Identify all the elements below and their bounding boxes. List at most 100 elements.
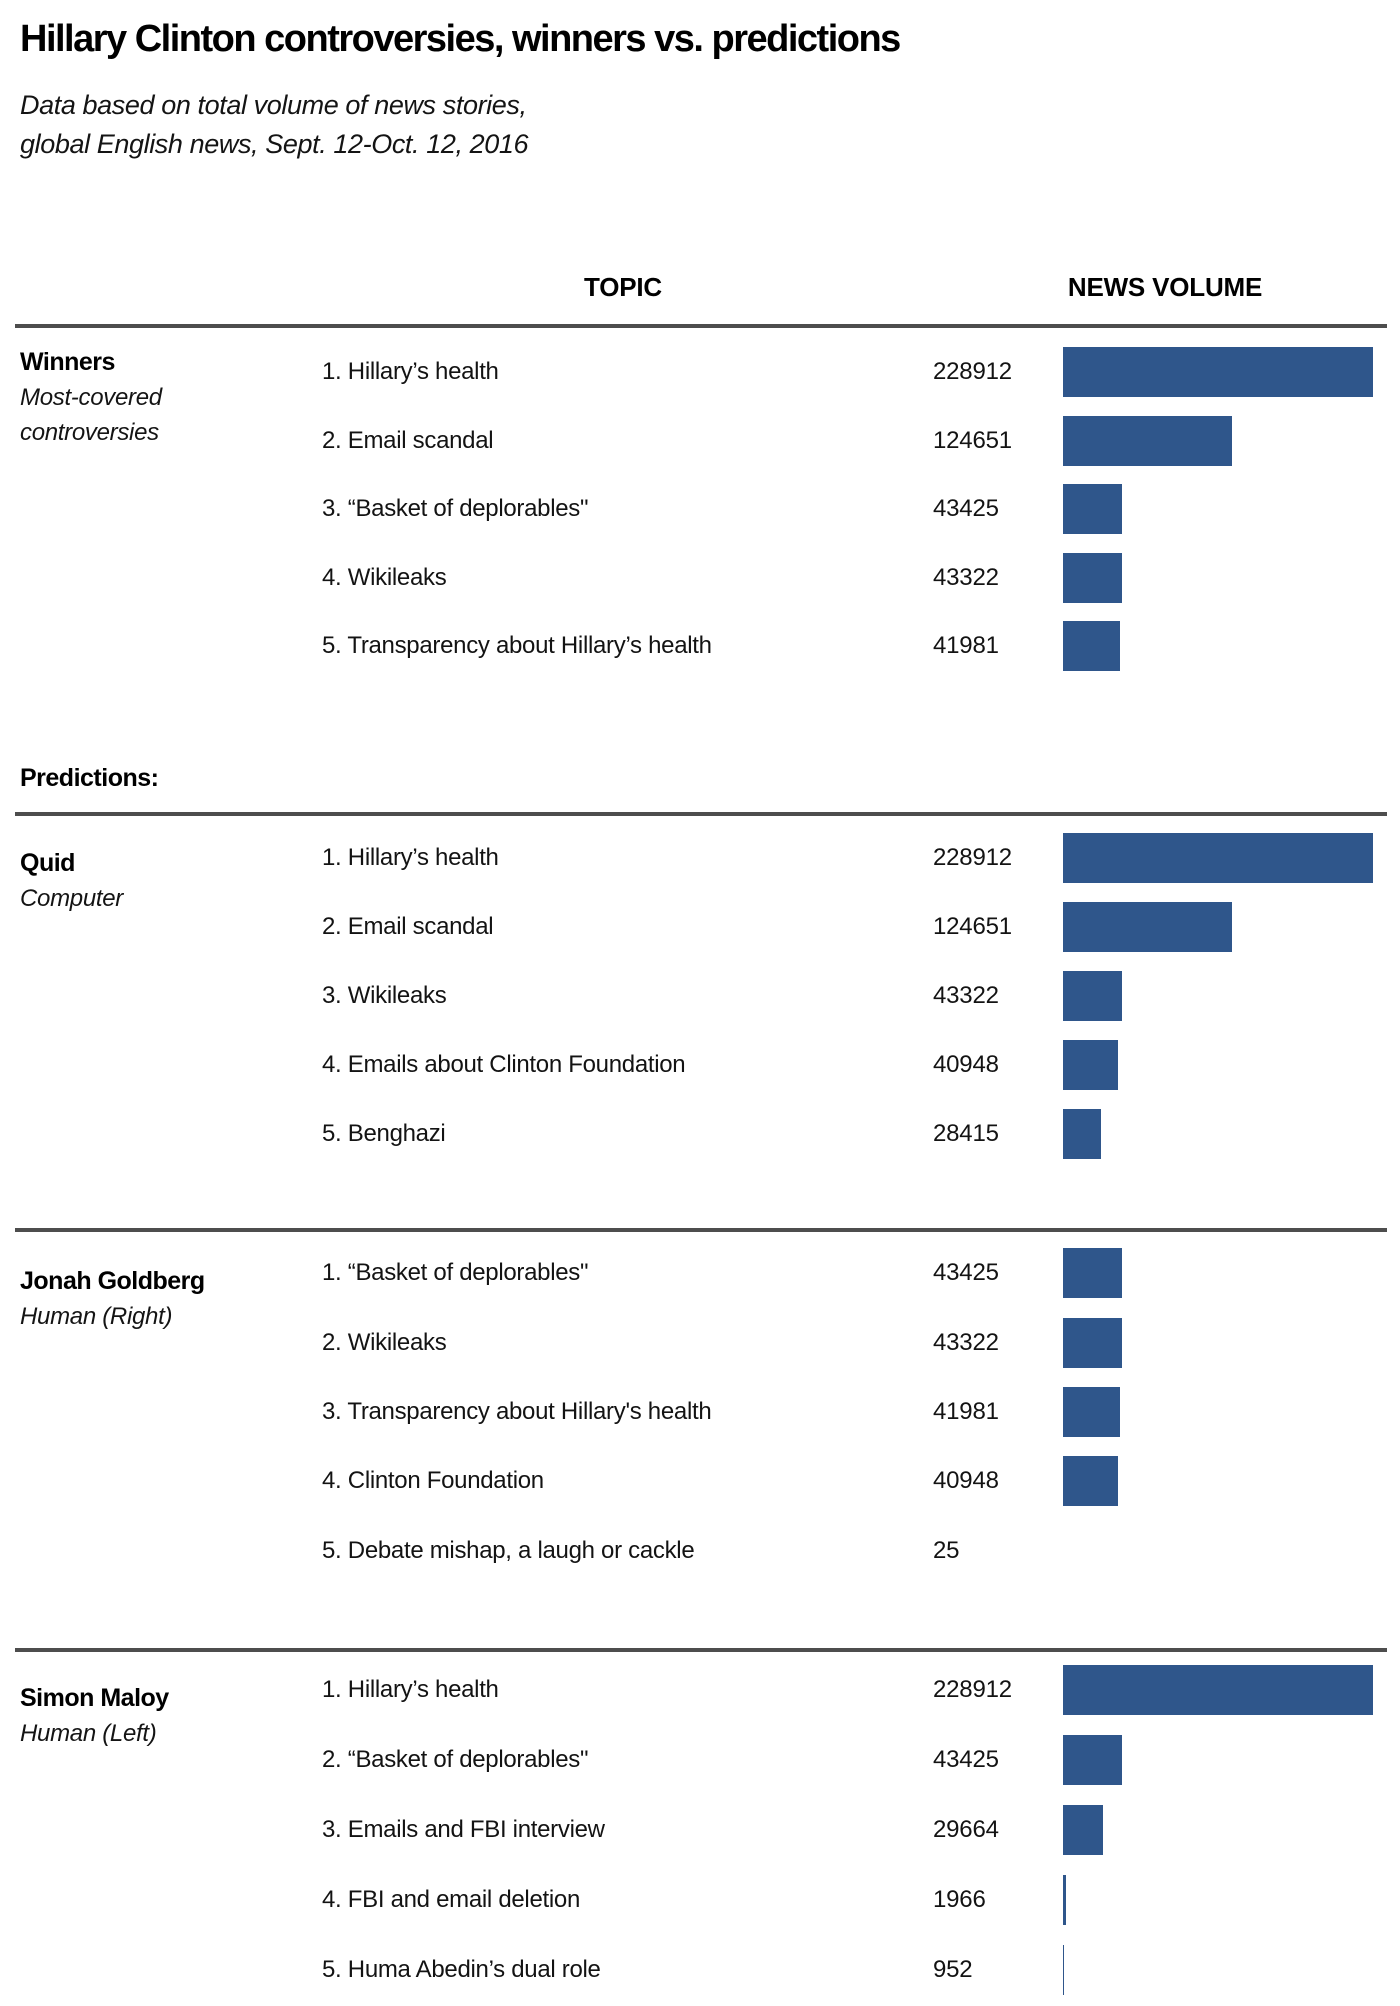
news-volume-bar (1063, 416, 1232, 466)
table-row: 4. FBI and email deletion 1966 (0, 1875, 1400, 1925)
topic-label: 4. FBI and email deletion (322, 1886, 580, 1913)
news-volume-value: 124651 (933, 913, 1012, 940)
topic-label: 3. Emails and FBI interview (322, 1816, 605, 1843)
news-volume-value: 43322 (933, 982, 999, 1009)
section-divider (15, 1228, 1387, 1232)
news-volume-value: 40948 (933, 1051, 999, 1078)
news-volume-value: 29664 (933, 1816, 999, 1843)
chart-subtitle: Data based on total volume of news stori… (20, 90, 529, 159)
news-volume-value: 43425 (933, 1746, 999, 1773)
news-volume-value: 28415 (933, 1120, 999, 1147)
table-row: 1. Hillary’s health 228912 (0, 833, 1400, 883)
table-row: 1. Hillary’s health 228912 (0, 1665, 1400, 1715)
section-divider (15, 1648, 1387, 1652)
group-name: Simon Maloy (20, 1684, 169, 1712)
topic-label: 2. “Basket of deplorables" (322, 1746, 589, 1773)
news-volume-bar (1063, 1735, 1122, 1785)
table-row: 3. Emails and FBI interview 29664 (0, 1805, 1400, 1855)
news-volume-value: 43322 (933, 1329, 999, 1356)
topic-label: 5. Benghazi (322, 1120, 446, 1147)
group-label-simon-maloy: Simon Maloy Human (Left) (20, 1680, 255, 1751)
group-label-winners: Winners Most-covered controversies (20, 344, 255, 450)
news-volume-bar (1063, 621, 1120, 671)
table-row: 5. Huma Abedin’s dual role 952 (0, 1945, 1400, 1995)
topic-label: 5. Transparency about Hillary’s health (322, 632, 712, 659)
table-row: 1. Hillary’s health 228912 (0, 347, 1400, 397)
table-row: 5. Benghazi 28415 (0, 1109, 1400, 1159)
table-row: 3. Wikileaks 43322 (0, 971, 1400, 1021)
topic-label: 1. “Basket of deplorables" (322, 1259, 589, 1286)
news-volume-value: 43425 (933, 1259, 999, 1286)
table-row: 4. Wikileaks 43322 (0, 553, 1400, 603)
topic-label: 2. Email scandal (322, 427, 494, 454)
topic-label: 2. Email scandal (322, 913, 494, 940)
topic-label: 1. Hillary’s health (322, 358, 499, 385)
table-row: 5. Debate mishap, a laugh or cackle 25 (0, 1526, 1400, 1576)
group-descriptor: Most-covered controversies (20, 384, 162, 446)
topic-label: 1. Hillary’s health (322, 1676, 499, 1703)
news-volume-value: 40948 (933, 1467, 999, 1494)
group-descriptor: Human (Right) (20, 1303, 173, 1330)
news-volume-value: 41981 (933, 632, 999, 659)
topic-label: 4. Emails about Clinton Foundation (322, 1051, 686, 1078)
news-volume-value: 124651 (933, 427, 1012, 454)
news-volume-value: 952 (933, 1956, 973, 1983)
news-volume-value: 228912 (933, 358, 1012, 385)
news-volume-bar (1063, 1248, 1122, 1298)
news-volume-bar (1063, 902, 1232, 952)
group-descriptor: Computer (20, 885, 123, 912)
table-row: 4. Emails about Clinton Foundation 40948 (0, 1040, 1400, 1090)
table-row: 1. “Basket of deplorables" 43425 (0, 1248, 1400, 1298)
news-volume-bar (1063, 553, 1122, 603)
news-volume-value: 25 (933, 1537, 960, 1564)
news-volume-value: 228912 (933, 844, 1012, 871)
news-volume-value: 228912 (933, 1676, 1012, 1703)
topic-label: 4. Wikileaks (322, 564, 447, 591)
group-descriptor: Human (Left) (20, 1720, 157, 1747)
column-header-topic: TOPIC (584, 272, 662, 302)
table-row: 2. Email scandal 124651 (0, 902, 1400, 952)
news-volume-bar (1063, 1875, 1066, 1925)
news-volume-bar (1063, 833, 1373, 883)
news-volume-bar (1063, 1318, 1122, 1368)
topic-label: 5. Huma Abedin’s dual role (322, 1956, 601, 1983)
table-row: 3. Transparency about Hillary's health 4… (0, 1387, 1400, 1437)
section-divider (15, 812, 1387, 816)
news-volume-value: 41981 (933, 1398, 999, 1425)
group-label-jonah-goldberg: Jonah Goldberg Human (Right) (20, 1263, 255, 1334)
topic-label: 1. Hillary’s health (322, 844, 499, 871)
table-row: 4. Clinton Foundation 40948 (0, 1456, 1400, 1506)
news-volume-bar (1063, 1109, 1102, 1159)
news-volume-bar (1063, 1945, 1065, 1995)
section-divider (15, 324, 1387, 328)
news-volume-bar (1063, 1805, 1104, 1855)
news-volume-bar (1063, 1665, 1373, 1715)
news-volume-value: 43425 (933, 495, 999, 522)
topic-label: 2. Wikileaks (322, 1329, 447, 1356)
news-volume-value: 1966 (933, 1886, 986, 1913)
table-row: 2. Wikileaks 43322 (0, 1318, 1400, 1368)
news-volume-bar (1063, 971, 1122, 1021)
topic-label: 4. Clinton Foundation (322, 1467, 544, 1494)
chart-title: Hillary Clinton controversies, winners v… (20, 18, 901, 60)
column-header-news-volume: NEWS VOLUME (1067, 272, 1263, 302)
table-row: 2. Email scandal 124651 (0, 416, 1400, 466)
news-volume-bar (1063, 1040, 1119, 1090)
topic-label: 3. “Basket of deplorables" (322, 495, 589, 522)
news-volume-bar (1063, 347, 1373, 397)
topic-label: 3. Wikileaks (322, 982, 447, 1009)
topic-label: 5. Debate mishap, a laugh or cackle (322, 1537, 695, 1564)
group-label-quid: Quid Computer (20, 845, 255, 916)
news-volume-bar (1063, 1387, 1120, 1437)
group-name: Jonah Goldberg (20, 1267, 205, 1295)
news-volume-bar (1063, 484, 1122, 534)
topic-label: 3. Transparency about Hillary's health (322, 1398, 712, 1425)
table-row: 5. Transparency about Hillary’s health 4… (0, 621, 1400, 671)
predictions-divider-label: Predictions: (20, 764, 159, 792)
table-row: 2. “Basket of deplorables" 43425 (0, 1735, 1400, 1785)
table-row: 3. “Basket of deplorables" 43425 (0, 484, 1400, 534)
news-volume-bar (1063, 1456, 1119, 1506)
group-name: Quid (20, 849, 75, 877)
group-name: Winners (20, 348, 115, 376)
